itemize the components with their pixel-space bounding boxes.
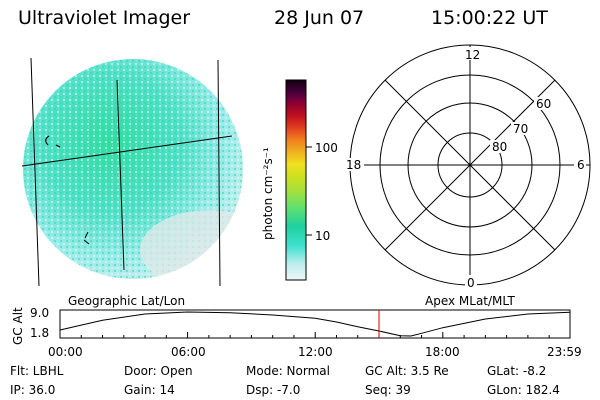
time-label: 15:00:22 UT: [431, 7, 548, 29]
latitude-line: [21, 135, 233, 167]
info-mode: Mode: Normal: [246, 364, 330, 378]
info-filter: Flt: LBHL: [10, 364, 64, 378]
colorbar-tick-label-100: 100: [315, 141, 338, 155]
timeline-ticks: [59, 332, 571, 338]
info-gain: Gain: 14: [124, 383, 175, 397]
altitude-series-line: [59, 311, 571, 337]
info-gc-alt: GC Alt: 3.5 Re: [365, 364, 449, 378]
colorbar-gradient: [285, 79, 307, 281]
y-tick-label-1-8: 1.8: [30, 326, 50, 340]
info-glon: GLon: 182.4: [487, 383, 560, 397]
right-panel-label: Apex MLat/MLT: [425, 294, 515, 308]
info-glat: GLat: -8.2: [487, 364, 547, 378]
info-seq: Seq: 39: [365, 383, 411, 397]
mlt-label-6: 6: [577, 158, 585, 172]
mlt-label-0: 0: [467, 276, 475, 290]
x-tick-label-1800: 18:00: [425, 345, 460, 359]
mlt-label-12: 12: [465, 48, 481, 62]
mlt-label-18: 18: [346, 158, 362, 172]
coastline-mark-south: [83, 231, 90, 245]
meridian-center: [116, 79, 125, 271]
date-label: 28 Jun 07: [274, 7, 365, 29]
lat-label-60: 60: [536, 97, 552, 111]
meridian-left: [30, 57, 40, 287]
left-panel-label: Geographic Lat/Lon: [68, 294, 186, 308]
x-tick-label-0600: 06:00: [171, 345, 206, 359]
colorbar-tick-label-10: 10: [315, 229, 331, 243]
app-title: Ultraviolet Imager: [18, 7, 191, 29]
info-door: Door: Open: [124, 364, 193, 378]
info-dsp: Dsp: -7.0: [246, 383, 301, 397]
lat-label-70: 70: [513, 122, 529, 136]
lat-label-80: 80: [492, 140, 508, 154]
polar-diagonal-2: [384, 79, 556, 251]
x-tick-label-2359: 23:59: [547, 345, 582, 359]
info-ip: IP: 36.0: [10, 383, 56, 397]
x-tick-label-1200: 12:00: [298, 345, 333, 359]
geo-grid: [21, 57, 233, 287]
y-tick-label-9: 9.0: [30, 306, 50, 320]
coastline-mark: [45, 135, 61, 148]
x-tick-label-0000: 00:00: [48, 345, 83, 359]
meridian-right: [217, 59, 221, 287]
